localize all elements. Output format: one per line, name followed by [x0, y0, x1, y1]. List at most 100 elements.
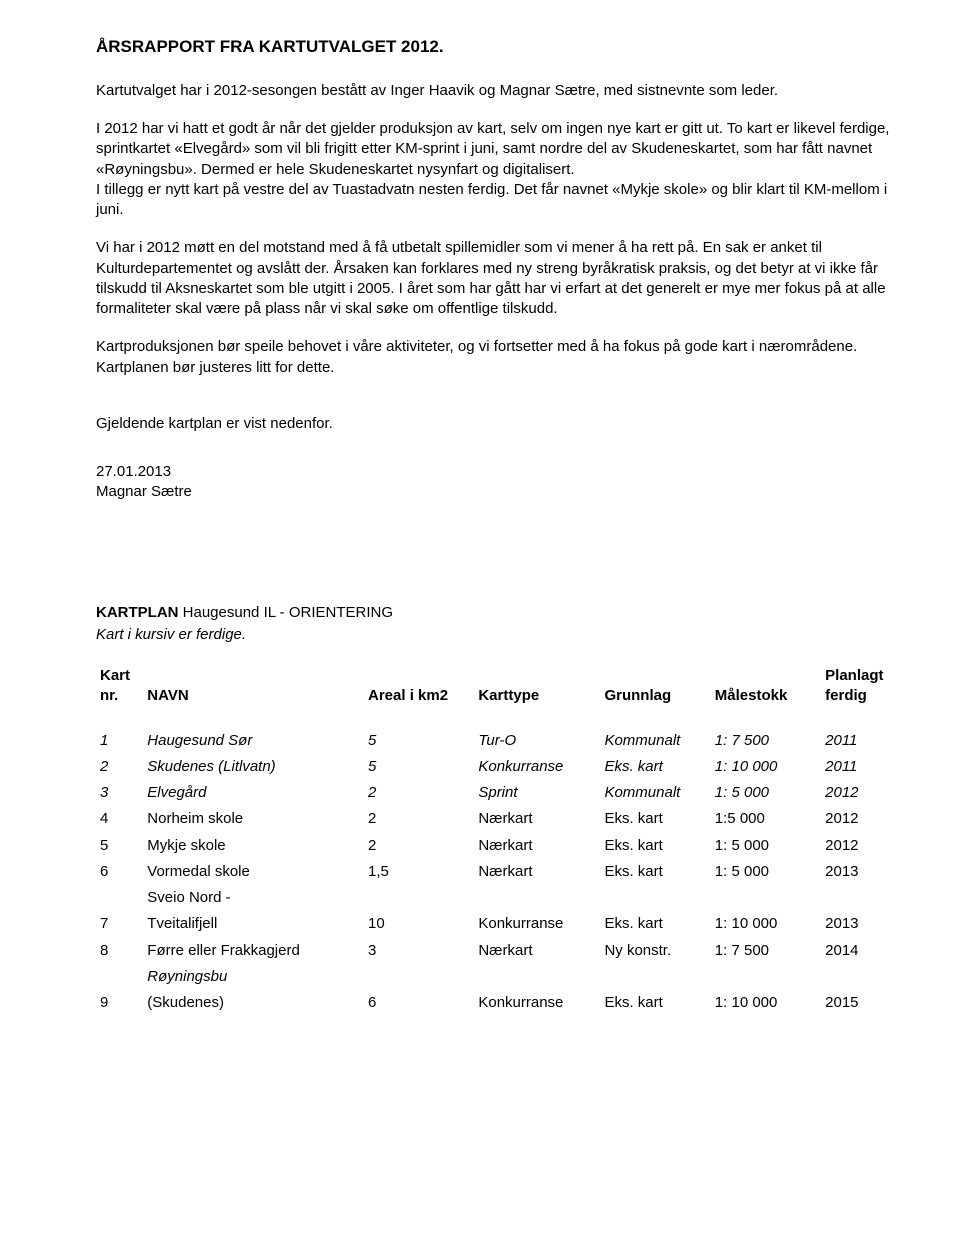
cell-areal: 6: [364, 990, 474, 1016]
cell-areal: [364, 964, 474, 990]
paragraph-2: I 2012 har vi hatt et godt år når det gj…: [96, 119, 900, 220]
cell-grunn: Eks. kart: [600, 754, 710, 780]
cell-ferdig: 2012: [821, 780, 900, 806]
cell-ferdig: 2014: [821, 938, 900, 964]
cell-areal: 5: [364, 728, 474, 754]
cell-nr: 2: [96, 754, 143, 780]
cell-type: Tur-O: [474, 728, 600, 754]
kartplan-note: Kart i kursiv er ferdige.: [96, 625, 900, 645]
cell-areal: 2: [364, 780, 474, 806]
table-row: Røyningsbu: [96, 964, 900, 990]
th-ferdig: Planlagt ferdig: [821, 663, 900, 710]
cell-areal: 3: [364, 938, 474, 964]
cell-nr: 7: [96, 911, 143, 937]
cell-mal: 1: 5 000: [711, 833, 821, 859]
cell-mal: 1: 7 500: [711, 938, 821, 964]
th-type: Karttype: [474, 663, 600, 710]
cell-navn: Sveio Nord -: [143, 885, 364, 911]
cell-ferdig: 2012: [821, 833, 900, 859]
cell-grunn: Ny konstr.: [600, 938, 710, 964]
table-spacer-row: [96, 710, 900, 728]
cell-mal: 1: 10 000: [711, 911, 821, 937]
cell-nr: [96, 885, 143, 911]
cell-type: Nærkart: [474, 938, 600, 964]
paragraph-4: Kartproduksjonen bør speile behovet i vå…: [96, 337, 900, 378]
table-row: 7Tveitalifjell10KonkurranseEks. kart1: 1…: [96, 911, 900, 937]
th-navn: NAVN: [143, 663, 364, 710]
cell-navn: Skudenes (Litlvatn): [143, 754, 364, 780]
th-nr-line2: nr.: [100, 687, 118, 704]
paragraph-2a: I 2012 har vi hatt et godt år når det gj…: [96, 120, 889, 178]
cell-grunn: [600, 885, 710, 911]
th-nr: Kart nr.: [96, 663, 143, 710]
cell-areal: 2: [364, 833, 474, 859]
cell-grunn: [600, 964, 710, 990]
cell-navn: Norheim skole: [143, 806, 364, 832]
paragraph-5: Gjeldende kartplan er vist nedenfor.: [96, 414, 900, 434]
paragraph-2b: I tillegg er nytt kart på vestre del av …: [96, 181, 887, 218]
cell-mal: [711, 964, 821, 990]
kartplan-table: Kart nr. NAVN Areal i km2 Karttype Grunn…: [96, 663, 900, 1016]
cell-nr: 5: [96, 833, 143, 859]
table-row: 8Førre eller Frakkagjerd3NærkartNy konst…: [96, 938, 900, 964]
signoff-name: Magnar Sætre: [96, 482, 900, 502]
cell-mal: 1: 10 000: [711, 990, 821, 1016]
cell-areal: 5: [364, 754, 474, 780]
th-mal: Målestokk: [711, 663, 821, 710]
cell-type: [474, 964, 600, 990]
cell-grunn: Kommunalt: [600, 728, 710, 754]
cell-nr: 9: [96, 990, 143, 1016]
cell-areal: [364, 885, 474, 911]
cell-nr: 1: [96, 728, 143, 754]
cell-grunn: Eks. kart: [600, 990, 710, 1016]
cell-navn: Haugesund Sør: [143, 728, 364, 754]
cell-type: Sprint: [474, 780, 600, 806]
cell-grunn: Eks. kart: [600, 859, 710, 885]
table-head: Kart nr. NAVN Areal i km2 Karttype Grunn…: [96, 663, 900, 710]
cell-nr: 8: [96, 938, 143, 964]
th-areal: Areal i km2: [364, 663, 474, 710]
cell-grunn: Kommunalt: [600, 780, 710, 806]
table-row: Sveio Nord -: [96, 885, 900, 911]
signoff-date: 27.01.2013: [96, 462, 900, 482]
cell-navn: Elvegård: [143, 780, 364, 806]
cell-grunn: Eks. kart: [600, 806, 710, 832]
kartplan-label: KARTPLAN: [96, 604, 179, 621]
cell-nr: [96, 964, 143, 990]
table-row: 1Haugesund Sør5Tur-OKommunalt1: 7 500201…: [96, 728, 900, 754]
cell-ferdig: 2011: [821, 728, 900, 754]
document-page: ÅRSRAPPORT FRA KARTUTVALGET 2012. Kartut…: [0, 0, 960, 1056]
paragraph-3: Vi har i 2012 møtt en del motstand med å…: [96, 238, 900, 319]
cell-areal: 10: [364, 911, 474, 937]
table-row: 3Elvegård2SprintKommunalt1: 5 0002012: [96, 780, 900, 806]
cell-grunn: Eks. kart: [600, 911, 710, 937]
cell-navn: Mykje skole: [143, 833, 364, 859]
cell-nr: 6: [96, 859, 143, 885]
paragraph-1: Kartutvalget har i 2012-sesongen bestått…: [96, 81, 900, 101]
cell-ferdig: [821, 964, 900, 990]
cell-navn: Vormedal skole: [143, 859, 364, 885]
report-title: ÅRSRAPPORT FRA KARTUTVALGET 2012.: [96, 36, 900, 59]
cell-type: [474, 885, 600, 911]
table-header-row: Kart nr. NAVN Areal i km2 Karttype Grunn…: [96, 663, 900, 710]
cell-mal: 1: 5 000: [711, 780, 821, 806]
cell-type: Nærkart: [474, 833, 600, 859]
cell-areal: 1,5: [364, 859, 474, 885]
kartplan-heading: KARTPLAN Haugesund IL - ORIENTERING: [96, 603, 900, 623]
cell-type: Konkurranse: [474, 911, 600, 937]
table-row: 6Vormedal skole1,5NærkartEks. kart1: 5 0…: [96, 859, 900, 885]
cell-type: Nærkart: [474, 859, 600, 885]
table-row: 5Mykje skole2NærkartEks. kart1: 5 000201…: [96, 833, 900, 859]
cell-mal: 1: 10 000: [711, 754, 821, 780]
table-row: 4Norheim skole2NærkartEks. kart1:5 00020…: [96, 806, 900, 832]
cell-navn: (Skudenes): [143, 990, 364, 1016]
cell-nr: 3: [96, 780, 143, 806]
th-ferdig-line1: Planlagt: [825, 667, 883, 684]
signoff-block: 27.01.2013 Magnar Sætre: [96, 462, 900, 503]
cell-mal: 1: 5 000: [711, 859, 821, 885]
cell-ferdig: 2015: [821, 990, 900, 1016]
cell-mal: [711, 885, 821, 911]
cell-ferdig: 2011: [821, 754, 900, 780]
cell-type: Konkurranse: [474, 754, 600, 780]
cell-ferdig: [821, 885, 900, 911]
